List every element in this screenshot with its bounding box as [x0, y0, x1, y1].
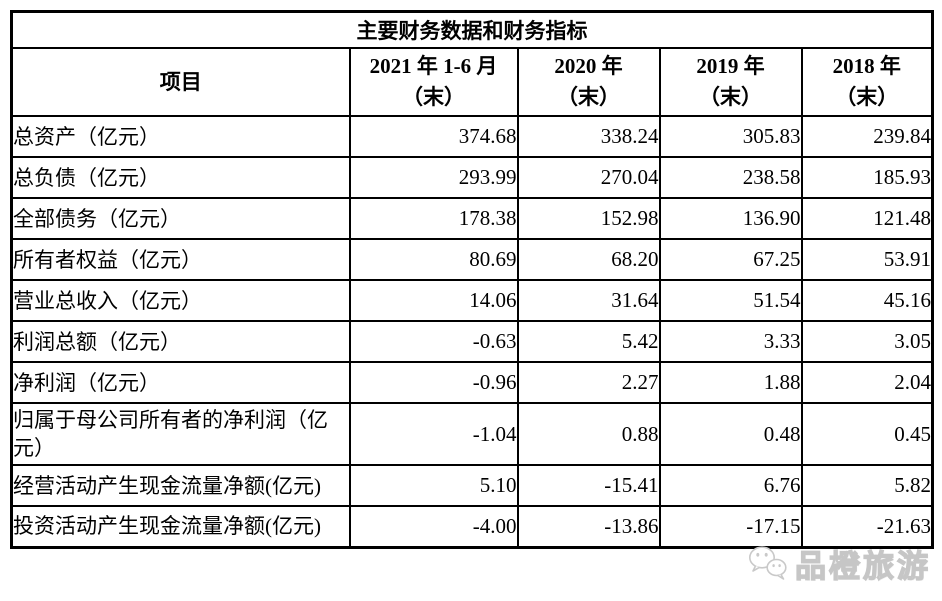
table-row: 所有者权益（亿元） 80.69 68.20 67.25 53.91 — [10, 238, 934, 281]
column-header-text: 项目 — [159, 69, 202, 94]
cell-value: 5.82 — [800, 464, 934, 507]
cell-value: 0.88 — [516, 402, 661, 466]
cell-value: 2.27 — [516, 361, 661, 404]
table-row: 净利润（亿元） -0.96 2.27 1.88 2.04 — [10, 361, 934, 404]
wechat-icon — [749, 546, 787, 580]
column-header-text: 2021 年 1-6 月 — [369, 54, 498, 78]
cell-value: 14.06 — [348, 279, 519, 322]
column-header-text: 2019 年 — [696, 54, 765, 78]
cell-value: 136.90 — [658, 197, 803, 240]
cell-value: 121.48 — [800, 197, 934, 240]
column-header-text: 2020 年 — [554, 54, 623, 78]
cell-value: 0.48 — [658, 402, 803, 466]
cell-value: 5.42 — [516, 320, 661, 363]
cell-value: -15.41 — [516, 464, 661, 507]
row-label: 所有者权益（亿元） — [10, 238, 351, 281]
table-row: 经营活动产生现金流量净额(亿元) 5.10 -15.41 6.76 5.82 — [10, 464, 934, 507]
cell-value: 3.05 — [800, 320, 934, 363]
cell-value: 270.04 — [516, 156, 661, 199]
cell-value: 6.76 — [658, 464, 803, 507]
cell-value: -13.86 — [516, 505, 661, 548]
row-label: 利润总额（亿元） — [10, 320, 351, 363]
cell-value: 374.68 — [348, 115, 519, 158]
cell-value: 0.45 — [800, 402, 934, 466]
cell-value: 305.83 — [658, 115, 803, 158]
cell-value: 238.58 — [658, 156, 803, 199]
cell-value: 67.25 — [658, 238, 803, 281]
row-label: 营业总收入（亿元） — [10, 279, 351, 322]
cell-value: 80.69 — [348, 238, 519, 281]
column-header-item: 项目 — [10, 47, 351, 117]
cell-value: -4.00 — [348, 505, 519, 548]
financial-data-table: 主要财务数据和财务指标 项目 2021 年 1-6 月 （末） 2020 年 （… — [10, 10, 935, 549]
cell-value: -0.96 — [348, 361, 519, 404]
row-label: 经营活动产生现金流量净额(亿元) — [10, 464, 351, 507]
table-row: 营业总收入（亿元） 14.06 31.64 51.54 45.16 — [10, 279, 934, 322]
cell-value: 338.24 — [516, 115, 661, 158]
watermark-text: 品橙旅游 — [794, 548, 931, 584]
row-label: 全部债务（亿元） — [10, 197, 351, 240]
column-header-text: （末） — [557, 85, 620, 109]
row-label: 总负债（亿元） — [10, 156, 351, 199]
column-header-text: 2018 年 — [832, 54, 901, 78]
column-header-text: （末） — [699, 85, 762, 109]
cell-value: 2.04 — [800, 361, 934, 404]
cell-value: -21.63 — [800, 505, 934, 548]
table-title: 主要财务数据和财务指标 — [10, 10, 934, 49]
cell-value: 31.64 — [516, 279, 661, 322]
cell-value: 45.16 — [800, 279, 934, 322]
column-header-text: （末） — [402, 85, 465, 109]
table-row: 投资活动产生现金流量净额(亿元) -4.00 -13.86 -17.15 -21… — [10, 505, 934, 548]
cell-value: 53.91 — [800, 238, 934, 281]
cell-value: 68.20 — [516, 238, 661, 281]
cell-value: 185.93 — [800, 156, 934, 199]
column-header-2021h1: 2021 年 1-6 月 （末） — [348, 47, 519, 117]
cell-value: 239.84 — [800, 115, 934, 158]
row-label: 净利润（亿元） — [10, 361, 351, 404]
cell-value: -17.15 — [658, 505, 803, 548]
table-title-row: 主要财务数据和财务指标 — [10, 10, 934, 49]
cell-value: 5.10 — [348, 464, 519, 507]
cell-value: 51.54 — [658, 279, 803, 322]
table-row: 利润总额（亿元） -0.63 5.42 3.33 3.05 — [10, 320, 934, 363]
column-header-2019: 2019 年 （末） — [658, 47, 803, 117]
cell-value: 293.99 — [348, 156, 519, 199]
table-row: 归属于母公司所有者的净利润（亿元） -1.04 0.88 0.48 0.45 — [10, 402, 934, 466]
row-label: 归属于母公司所有者的净利润（亿元） — [10, 402, 351, 466]
column-header-2020: 2020 年 （末） — [516, 47, 661, 117]
table-row: 总负债（亿元） 293.99 270.04 238.58 185.93 — [10, 156, 934, 199]
table-header-row: 项目 2021 年 1-6 月 （末） 2020 年 （末） 2019 年 （末… — [10, 47, 934, 117]
cell-value: 152.98 — [516, 197, 661, 240]
table-row: 总资产（亿元） 374.68 338.24 305.83 239.84 — [10, 115, 934, 158]
watermark: 品橙旅游 — [748, 541, 931, 586]
table-row: 全部债务（亿元） 178.38 152.98 136.90 121.48 — [10, 197, 934, 240]
column-header-2018: 2018 年 （末） — [800, 47, 934, 117]
cell-value: 1.88 — [658, 361, 803, 404]
cell-value: -0.63 — [348, 320, 519, 363]
cell-value: 3.33 — [658, 320, 803, 363]
row-label: 投资活动产生现金流量净额(亿元) — [10, 505, 351, 548]
row-label: 总资产（亿元） — [10, 115, 351, 158]
cell-value: 178.38 — [348, 197, 519, 240]
cell-value: -1.04 — [348, 402, 519, 466]
column-header-text: （末） — [835, 85, 899, 109]
